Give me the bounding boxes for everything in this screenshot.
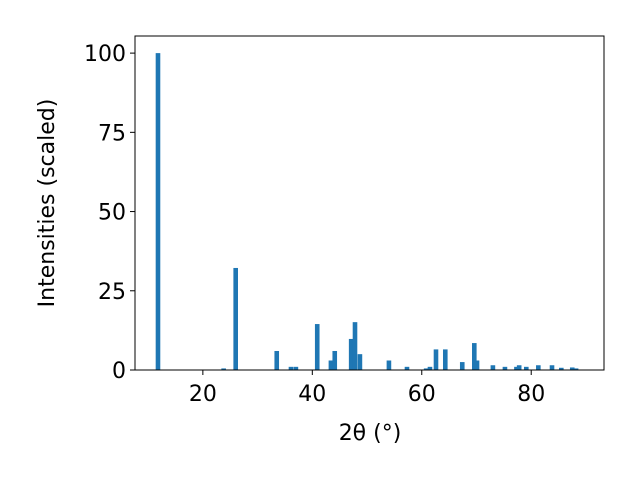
bar <box>357 354 363 370</box>
y-tick-label: 100 <box>84 42 126 67</box>
x-tick-label: 80 <box>517 382 545 407</box>
bar <box>423 368 429 370</box>
bar <box>404 366 410 370</box>
bar <box>221 368 226 370</box>
bar <box>549 365 555 370</box>
bar <box>233 267 238 370</box>
bar <box>328 360 334 370</box>
y-tick-label: 25 <box>98 280 126 305</box>
bar <box>288 366 294 370</box>
x-tick-label: 40 <box>298 382 326 407</box>
bar <box>155 53 161 371</box>
bar <box>442 349 448 370</box>
bar <box>332 350 338 370</box>
y-tick-label: 50 <box>98 201 126 226</box>
bar <box>559 367 564 370</box>
bar <box>536 365 541 370</box>
y-axis-label: Intensities (scaled) <box>35 99 60 308</box>
x-axis-label: 2θ (°) <box>339 421 402 446</box>
plot-frame <box>134 35 605 371</box>
y-tick-label: 0 <box>112 359 126 384</box>
bar <box>471 343 477 370</box>
bar <box>516 365 522 370</box>
bar <box>502 366 508 370</box>
bar <box>514 366 519 370</box>
bar <box>569 367 575 370</box>
bar <box>490 365 496 370</box>
bar <box>573 368 579 370</box>
bar <box>352 322 358 370</box>
bar <box>427 366 433 370</box>
bar <box>433 349 439 370</box>
bar <box>293 366 299 370</box>
bar <box>274 350 280 370</box>
bar <box>459 362 465 370</box>
bar <box>386 360 392 370</box>
bar <box>314 324 320 370</box>
y-tick-label: 75 <box>98 121 126 146</box>
bar <box>348 338 354 370</box>
x-tick-label: 60 <box>408 382 436 407</box>
x-tick-label: 20 <box>189 382 217 407</box>
bar <box>523 366 529 370</box>
bar <box>474 360 480 370</box>
